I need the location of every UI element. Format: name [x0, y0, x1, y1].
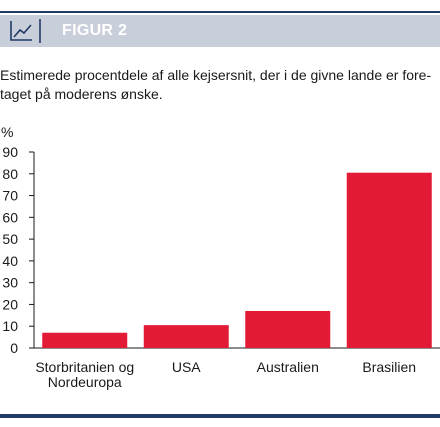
y-tick-label: 30	[2, 275, 18, 291]
y-tick-label: 20	[2, 296, 18, 312]
y-tick-label: 70	[2, 188, 18, 204]
y-tick-label: 90	[2, 144, 18, 160]
x-tick-label: Storbritanien og	[35, 359, 134, 375]
bar	[346, 172, 432, 348]
bottom-rule	[0, 414, 440, 418]
header-icon-box	[0, 15, 52, 47]
caption-line-2: taget på moderens ønske.	[0, 86, 163, 102]
top-rule	[0, 11, 440, 13]
y-tick-label: 10	[2, 318, 18, 334]
bar-chart: % 0 10 20 30 40 50 60 70 80 90 Storbritanien ogNord…	[1, 124, 440, 390]
x-tick-label: USA	[172, 359, 201, 375]
figure-header-band	[0, 15, 440, 47]
caption-line-1: Estimerede procentdele af alle kejsersni…	[0, 67, 432, 83]
x-tick-label: Nordeuropa	[48, 374, 122, 390]
y-axis-label: %	[1, 124, 13, 140]
y-tick-label: 0	[10, 340, 18, 356]
y-tick-label: 80	[2, 166, 18, 182]
y-tick-label: 40	[2, 253, 18, 269]
bar	[143, 325, 229, 348]
bar	[245, 310, 331, 348]
figure-caption: Estimerede procentdele af alle kejsersni…	[0, 66, 436, 104]
y-tick-label: 50	[2, 231, 18, 247]
x-tick-label: Brasilien	[362, 359, 416, 375]
y-tick-label: 60	[2, 209, 18, 225]
x-tick-label: Australien	[257, 359, 319, 375]
bar	[42, 332, 128, 348]
line-chart-icon	[10, 19, 41, 43]
figure-title: FIGUR 2	[62, 22, 128, 39]
